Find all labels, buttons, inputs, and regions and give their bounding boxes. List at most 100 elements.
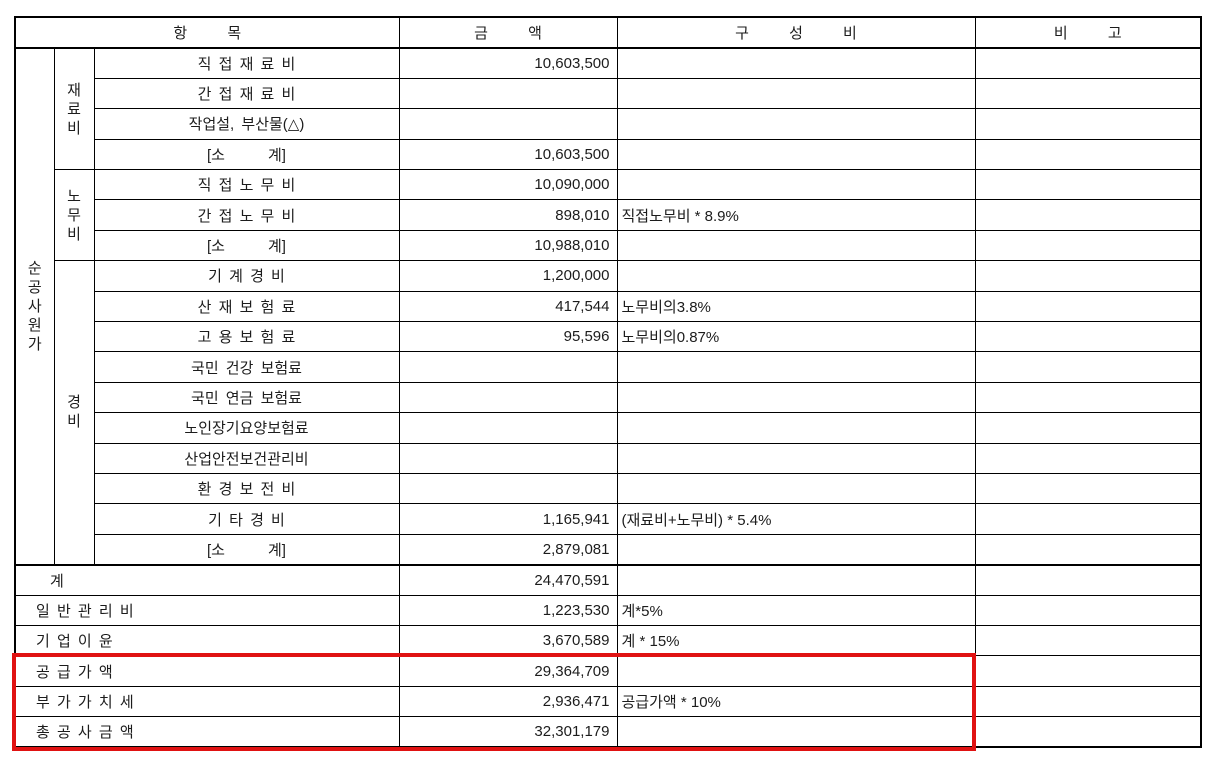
note-cell: [974, 381, 1202, 414]
amount-cell: [398, 108, 618, 140]
amount-cell: 10,090,000: [398, 169, 618, 201]
note-cell: [974, 685, 1202, 718]
note-cell: [974, 351, 1202, 383]
ratio-cell: 직접노무비 * 8.9%: [616, 199, 976, 231]
ratio-cell: [616, 655, 976, 687]
note-cell: [974, 716, 1202, 748]
ratio-cell: [616, 442, 976, 474]
header-ratio: 구 성 비: [616, 16, 976, 49]
summary-label-cell: 일 반 관 리 비: [14, 594, 400, 626]
item-cell: [소 계]: [93, 533, 400, 566]
note-cell: [974, 594, 1202, 626]
item-cell: [소 계]: [93, 138, 400, 171]
table-row: 간 접 재 료 비: [15, 77, 1202, 110]
table-row: 환 경 보 전 비: [15, 472, 1202, 505]
item-cell: 직 접 노 무 비: [93, 169, 400, 201]
note-cell: [974, 503, 1202, 535]
group-cell-net-cost: 순공사원가: [14, 47, 55, 566]
ratio-cell: [616, 381, 976, 414]
ratio-cell: [616, 533, 976, 566]
table-row: 간 접 노 무 비 898,010 직접노무비 * 8.9%: [15, 199, 1202, 231]
table-row: 노무비 직 접 노 무 비 10,090,000: [15, 169, 1202, 262]
item-cell: 산업안전보건관리비: [93, 442, 400, 474]
amount-cell: 1,200,000: [398, 260, 618, 292]
group-cell-labor: 노무비: [53, 169, 95, 262]
amount-cell: 417,544: [398, 290, 618, 323]
table-row: [소 계] 10,988,010: [15, 229, 1202, 262]
amount-cell: 2,879,081: [398, 533, 618, 566]
note-cell: [974, 624, 1202, 657]
group-label-labor: 노무비: [67, 187, 81, 243]
ratio-cell: 노무비의0.87%: [616, 321, 976, 353]
total-row: 계 24,470,591: [14, 563, 1202, 596]
note-cell: [974, 47, 1202, 79]
header-row: 항 목 금 액 구 성 비 비 고: [14, 16, 1202, 49]
amount-cell: 95,596: [398, 321, 618, 353]
ratio-cell: [616, 351, 976, 383]
amount-cell: 1,165,941: [398, 503, 618, 535]
note-cell: [974, 655, 1202, 687]
table-row: 순공사원가 재료비 직 접 재 료 비 10,603,500: [14, 47, 1202, 566]
ratio-cell: [616, 138, 976, 171]
table-row: 작업설, 부산물(△): [15, 108, 1202, 140]
note-cell: [974, 169, 1202, 201]
item-cell: 직 접 재 료 비: [93, 47, 400, 79]
ratio-cell: [616, 716, 976, 748]
amount-cell: 29,364,709: [398, 655, 618, 687]
ratio-cell: [616, 229, 976, 262]
table-row: 국민 연금 보험료: [15, 381, 1202, 414]
note-cell: [974, 412, 1202, 444]
item-cell: 작업설, 부산물(△): [93, 108, 400, 140]
note-cell: [974, 472, 1202, 505]
ratio-cell: [616, 77, 976, 110]
group-label-material: 재료비: [67, 81, 81, 137]
cost-table: 항 목 금 액 구 성 비 비 고 순공사원가 재료비 직 접 재 료 비 10…: [14, 16, 1202, 748]
note-cell: [974, 260, 1202, 292]
item-cell: 고 용 보 험 료: [93, 321, 400, 353]
note-cell: [974, 199, 1202, 231]
vat-row: 부 가 가 치 세 2,936,471 공급가액 * 10%: [14, 685, 1202, 718]
header-note: 비 고: [974, 16, 1202, 49]
note-cell: [974, 229, 1202, 262]
group-cell-material: 재료비: [53, 47, 95, 171]
ratio-cell: [616, 47, 976, 79]
note-cell: [974, 533, 1202, 566]
summary-label-cell: 기 업 이 윤: [14, 624, 400, 657]
item-cell: 국민 건강 보험료: [93, 351, 400, 383]
ratio-cell: [616, 412, 976, 444]
note-cell: [974, 290, 1202, 323]
note-cell: [974, 77, 1202, 110]
ratio-cell: [616, 260, 976, 292]
summary-label-cell: 계: [14, 563, 400, 596]
amount-cell: [398, 351, 618, 383]
item-cell: 간 접 재 료 비: [93, 77, 400, 110]
ratio-cell: 공급가액 * 10%: [616, 685, 976, 718]
amount-cell: 3,670,589: [398, 624, 618, 657]
amount-cell: 24,470,591: [398, 563, 618, 596]
table-row: [소 계] 2,879,081: [15, 533, 1202, 566]
summary-label-cell: 부 가 가 치 세: [14, 685, 400, 718]
item-cell: [소 계]: [93, 229, 400, 262]
summary-label-cell: 공 급 가 액: [14, 655, 400, 687]
group-label-expense: 경비: [67, 394, 81, 431]
amount-cell: 10,603,500: [398, 138, 618, 171]
cost-sheet: 항 목 금 액 구 성 비 비 고 순공사원가 재료비 직 접 재 료 비 10…: [14, 16, 1202, 748]
note-cell: [974, 108, 1202, 140]
table-row: 산 재 보 험 료 417,544 노무비의3.8%: [15, 290, 1202, 323]
header-amount: 금 액: [398, 16, 618, 49]
item-cell: 노인장기요양보험료: [93, 412, 400, 444]
ratio-cell: [616, 108, 976, 140]
amount-cell: [398, 381, 618, 414]
table-row: 고 용 보 험 료 95,596 노무비의0.87%: [15, 321, 1202, 353]
item-cell: 국민 연금 보험료: [93, 381, 400, 414]
amount-cell: 2,936,471: [398, 685, 618, 718]
amount-cell: [398, 77, 618, 110]
amount-cell: [398, 412, 618, 444]
item-cell: 산 재 보 험 료: [93, 290, 400, 323]
ratio-cell: (재료비+노무비) * 5.4%: [616, 503, 976, 535]
note-cell: [974, 563, 1202, 596]
note-cell: [974, 321, 1202, 353]
supply-value-row: 공 급 가 액 29,364,709: [14, 655, 1202, 687]
amount-cell: 10,988,010: [398, 229, 618, 262]
amount-cell: 1,223,530: [398, 594, 618, 626]
